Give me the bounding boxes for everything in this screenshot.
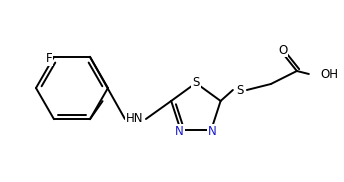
- Text: S: S: [192, 76, 200, 90]
- Text: N: N: [208, 124, 217, 138]
- Text: O: O: [278, 43, 288, 56]
- Text: HN: HN: [126, 112, 144, 126]
- Text: OH: OH: [321, 68, 339, 80]
- Text: F: F: [46, 52, 52, 65]
- Text: N: N: [175, 124, 184, 138]
- Text: S: S: [236, 84, 244, 96]
